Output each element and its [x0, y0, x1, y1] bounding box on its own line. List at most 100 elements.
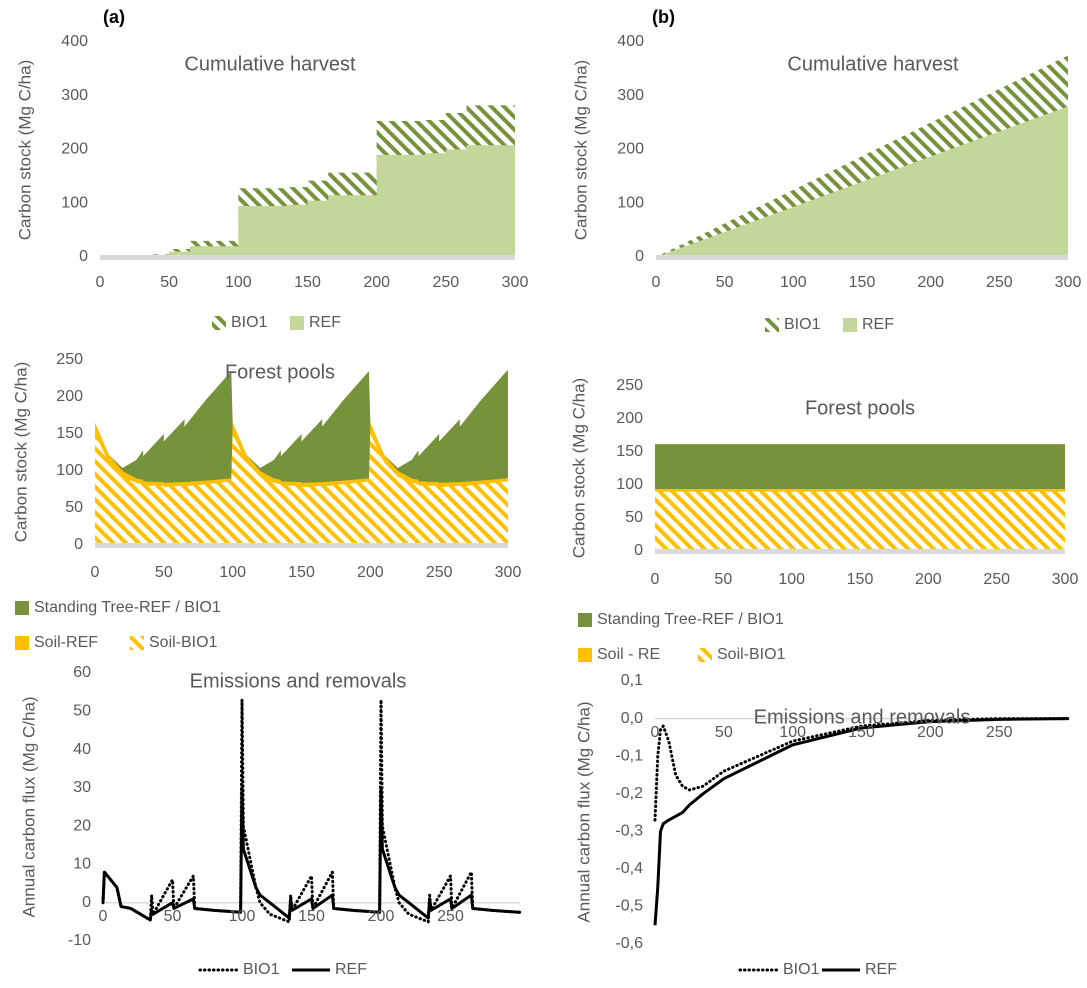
- x-tick-label: 100: [778, 571, 805, 588]
- x-tick-label: 150: [288, 564, 315, 581]
- x-tick-label: 200: [357, 564, 384, 581]
- y-tick-label: 250: [56, 351, 83, 368]
- chart-title: Forest pools: [805, 397, 915, 419]
- x-tick-label: 200: [917, 724, 944, 741]
- y-axis-title: Carbon stock (Mg C/ha): [571, 60, 590, 240]
- legend-label: BIO1: [784, 316, 821, 333]
- y-tick-label: 0: [74, 536, 83, 553]
- x-tick-label: 0: [652, 274, 661, 291]
- x-tick-label: 300: [502, 274, 529, 291]
- chart-title: Forest pools: [225, 361, 335, 383]
- panel-label: (a): [103, 7, 125, 27]
- chart: 0 50 100 150 200 250 0 50 100 150 200 250 300 Forest …: [11, 351, 521, 651]
- chart-title: Cumulative harvest: [787, 53, 959, 75]
- legend-label: REF: [862, 316, 894, 333]
- x-tick-label: 150: [294, 274, 321, 291]
- y-tick-label: -0,5: [615, 898, 643, 915]
- line: [653, 717, 1069, 926]
- chart: 0 50 100 150 200 250 0 50 100 150 200 250 300 Forest …: [569, 377, 1078, 663]
- x-tick-label: 0: [99, 908, 108, 925]
- x-axis: [100, 255, 515, 260]
- y-tick-label: 150: [56, 425, 83, 442]
- y-tick-label: 50: [73, 703, 91, 720]
- legend-swatch: [578, 613, 592, 627]
- legend-swatch: [698, 648, 712, 662]
- legend-label: Standing Tree-REF / BIO1: [34, 599, 221, 616]
- y-tick-label: 150: [616, 443, 643, 460]
- y-tick-label: -0,2: [615, 785, 643, 802]
- x-tick-label: 100: [229, 908, 256, 925]
- x-tick-label: 50: [164, 908, 182, 925]
- y-tick-label: 250: [616, 377, 643, 394]
- chart-title: Emissions and removals: [754, 706, 971, 728]
- panel-label: (b): [652, 7, 675, 27]
- x-tick-label: 50: [714, 571, 732, 588]
- legend-label: BIO1: [243, 961, 280, 978]
- legend-label: REF: [865, 961, 897, 978]
- x-tick-label: 0: [651, 724, 660, 741]
- x-tick-label: 300: [1055, 274, 1082, 291]
- y-tick-label: 10: [73, 856, 91, 873]
- legend-swatch: [212, 316, 226, 330]
- y-tick-label: 200: [56, 388, 83, 405]
- y-tick-label: 20: [73, 817, 91, 834]
- x-tick-label: 150: [847, 571, 874, 588]
- y-tick-label: -0,4: [615, 860, 643, 877]
- chart: -10 0 10 20 30 40 50 60 0 50 100 150 200 250 Emissions…: [19, 664, 522, 978]
- x-tick-label: 100: [779, 724, 806, 741]
- y-axis-title: Carbon stock (Mg C/ha): [15, 60, 34, 240]
- chart-title: Cumulative harvest: [184, 53, 356, 75]
- x-tick-label: 250: [983, 571, 1010, 588]
- legend-label: Standing Tree-REF / BIO1: [597, 611, 784, 628]
- x-tick-label: 0: [651, 571, 660, 588]
- x-tick-label: 150: [849, 274, 876, 291]
- y-axis-title: Carbon stock (Mg C/ha): [11, 362, 30, 542]
- chart: 0 100 200 300 400 0 50 100 150 200 250 300 Cumulativ…: [15, 33, 528, 331]
- y-tick-label: 300: [61, 87, 88, 104]
- chart: 0 100 200 300 400 0 50 100 150 200 250 300 Cumulativ…: [571, 33, 1081, 333]
- legend-swatch: [578, 648, 592, 662]
- x-tick-label: 150: [298, 908, 325, 925]
- y-tick-label: 400: [61, 33, 88, 50]
- x-tick-label: 0: [91, 564, 100, 581]
- y-tick-label: 0,0: [621, 710, 643, 727]
- y-tick-label: 60: [73, 664, 91, 681]
- legend-label: REF: [309, 314, 341, 331]
- y-axis-title: Annual carbon flux (Mg C/ha): [19, 696, 38, 917]
- y-tick-label: 0: [634, 542, 643, 559]
- area: [95, 434, 508, 545]
- legend-label: REF: [335, 961, 367, 978]
- x-tick-label: 250: [432, 274, 459, 291]
- legend-label: Soil-REF: [34, 634, 98, 651]
- x-tick-label: 50: [160, 274, 178, 291]
- legend-swatch: [15, 601, 29, 615]
- x-axis: [656, 255, 1068, 260]
- x-tick-label: 200: [368, 908, 395, 925]
- legend-label: BIO1: [783, 961, 820, 978]
- x-tick-label: 50: [155, 564, 173, 581]
- line: [101, 698, 522, 924]
- legend-label: Soil - RE: [597, 646, 660, 663]
- y-tick-label: 0,1: [621, 672, 643, 689]
- legend-swatch: [130, 636, 144, 650]
- legend-swatch: [843, 318, 857, 332]
- y-axis-title: Annual carbon flux (Mg C/ha): [574, 701, 593, 922]
- x-tick-label: 0: [96, 274, 105, 291]
- x-tick-label: 100: [780, 274, 807, 291]
- legend-swatch: [765, 318, 779, 332]
- x-tick-label: 150: [848, 724, 875, 741]
- y-tick-label: 200: [61, 141, 88, 158]
- x-axis: [655, 549, 1065, 554]
- x-tick-label: 100: [219, 564, 246, 581]
- x-tick-label: 50: [716, 274, 734, 291]
- y-tick-label: 0: [79, 248, 88, 265]
- y-axis-title: Carbon stock (Mg C/ha): [569, 378, 588, 558]
- x-axis: [95, 543, 508, 548]
- y-tick-label: 50: [625, 509, 643, 526]
- y-tick-label: -0,3: [615, 823, 643, 840]
- area: [656, 106, 1068, 257]
- area: [655, 491, 1065, 551]
- line: [653, 717, 1070, 822]
- x-tick-label: 200: [915, 571, 942, 588]
- x-tick-label: 250: [986, 274, 1013, 291]
